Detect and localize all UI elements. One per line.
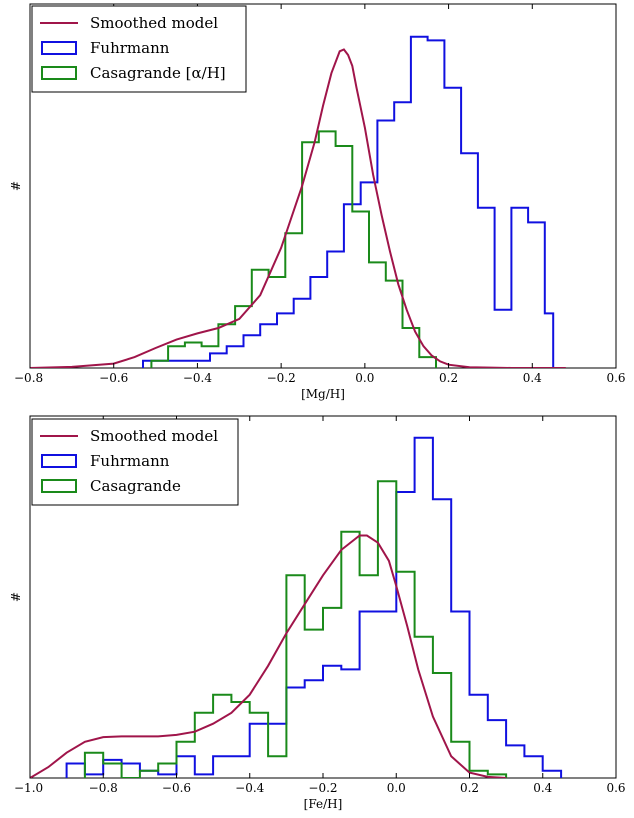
legend-label-fuhrmann: Fuhrmann [90,452,170,470]
x-tick-label: −0.8 [89,781,118,795]
legend-label-casagrande-h: Casagrande [α/H] [90,64,226,82]
legend-label-fuhrmann: Fuhrmann [90,39,170,57]
series-casagrande-h [150,130,437,368]
legend-box [31,5,247,93]
series-fuhrmann [142,35,555,368]
legend-swatch-fuhrmann [41,41,77,55]
y-axis-label: # [9,181,23,191]
plot-frame [29,3,617,369]
legend-label-smoothed-model: Smoothed model [90,427,218,445]
x-tick-label: 0.0 [387,781,406,795]
legend-label-casagrande: Casagrande [90,477,181,495]
x-axis-label: [Fe/H] [304,797,343,811]
x-tick-label: 0.2 [439,371,458,385]
legend-swatch-casagrande-h [41,66,77,80]
legend: Smoothed model Fuhrmann Casagrande [α/H] [31,5,247,93]
chart-fe-h: −1.0 −0.8 −0.6 −0.4 −0.2 0.0 0.2 0.4 0.6 [Fe/H] # S… [9,415,626,811]
x-tick-label: 0.0 [355,371,374,385]
legend-label-smoothed-model: Smoothed model [90,14,218,32]
x-tick-label: 0.2 [460,781,479,795]
series-fuhrmann [65,436,563,778]
x-tick-label: −0.6 [162,781,191,795]
x-tick-label: 0.4 [523,371,542,385]
legend-swatch-fuhrmann [41,454,77,468]
x-tick-label: −0.6 [99,371,128,385]
legend-swatch-casagrande [41,479,77,493]
x-tick-label: −0.8 [14,371,43,385]
legend: Smoothed model Fuhrmann Casagrande [31,418,239,506]
x-tick-label: −0.2 [267,371,296,385]
x-tick-label: −1.0 [14,781,43,795]
series-smoothed-model [30,48,566,368]
series-smoothed-model [30,534,507,778]
legend-box [31,418,239,506]
x-axis-label: [Mg/H] [301,387,345,401]
plot-area [30,436,563,778]
x-tick-label: 0.4 [533,781,552,795]
series-casagrande [83,480,508,778]
y-axis-label: # [9,592,23,602]
x-tick-label: −0.2 [308,781,337,795]
x-tick-label: 0.6 [606,371,625,385]
plot-area [30,35,566,368]
x-tick-label: −0.4 [183,371,213,385]
x-tick-label: 0.6 [606,781,625,795]
chart-mg-h: −0.8 −0.6 −0.4 −0.2 0.0 0.2 0.4 0.6 [Mg/H] # Smoot… [9,3,626,401]
x-tick-label: −0.4 [235,781,265,795]
